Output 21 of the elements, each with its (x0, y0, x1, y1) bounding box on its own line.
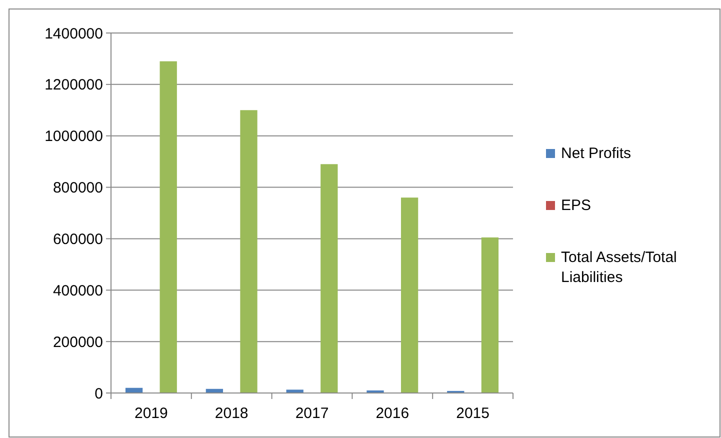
y-tick-label: 1000000 (44, 128, 103, 146)
legend-label: Net Profits (561, 145, 632, 162)
y-tick-label: 800000 (52, 180, 103, 197)
legend-label: Total Assets/Total Liabilities (561, 249, 677, 286)
legend-label: EPS (561, 197, 592, 214)
x-tick-label: 2015 (456, 405, 490, 422)
bar (400, 198, 418, 393)
bar (481, 237, 499, 393)
x-tick-label: 2019 (134, 405, 168, 422)
y-tick-label: 1200000 (44, 76, 103, 94)
y-tick-label: 1400000 (44, 25, 103, 42)
bar (160, 61, 177, 393)
x-tick-label: 2018 (214, 405, 248, 422)
x-tick-label: 2017 (295, 405, 329, 422)
y-tick-label: 0 (94, 385, 103, 402)
bar (240, 110, 258, 393)
x-tick-label: 2016 (376, 405, 410, 422)
y-tick-label: 200000 (52, 334, 103, 351)
y-tick-label: 600000 (52, 230, 103, 248)
y-tick-label: 400000 (52, 282, 103, 300)
bar (320, 164, 338, 393)
